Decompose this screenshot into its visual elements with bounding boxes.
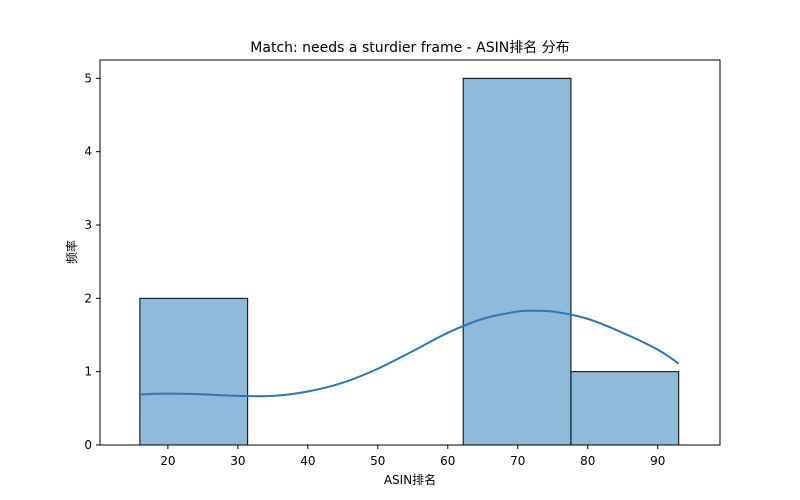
y-tick-label: 4: [84, 145, 92, 159]
y-tick-label: 2: [84, 291, 92, 305]
histogram-bar: [139, 297, 249, 446]
y-tick-label: 3: [84, 218, 92, 232]
x-tick-label: 50: [370, 454, 385, 468]
x-tick-label: 30: [230, 454, 245, 468]
x-tick-label: 60: [440, 454, 455, 468]
histogram-bar: [570, 371, 680, 446]
x-tick-label: 40: [300, 454, 315, 468]
bars-layer: [139, 77, 680, 446]
y-axis-label: 频率: [64, 240, 79, 264]
x-tick-label: 80: [580, 454, 595, 468]
x-axis-label: ASIN排名: [384, 472, 436, 487]
x-tick-label: 90: [650, 454, 665, 468]
y-tick-label: 1: [84, 365, 92, 379]
kde-line: [139, 309, 680, 398]
y-axis: 0 1 2 3 4 5: [84, 71, 100, 452]
kde-layer: [139, 309, 680, 398]
chart-title: Match: needs a sturdier frame - ASIN排名 分…: [250, 40, 569, 56]
x-axis: 20 30 40 50 60 70 80 90: [160, 445, 665, 468]
y-tick-label: 5: [84, 71, 92, 85]
plot-frame: [99, 59, 721, 446]
histogram-bar: [462, 77, 572, 446]
x-tick-label: 20: [160, 454, 175, 468]
y-tick-label: 0: [84, 438, 92, 452]
x-tick-label: 70: [510, 454, 525, 468]
